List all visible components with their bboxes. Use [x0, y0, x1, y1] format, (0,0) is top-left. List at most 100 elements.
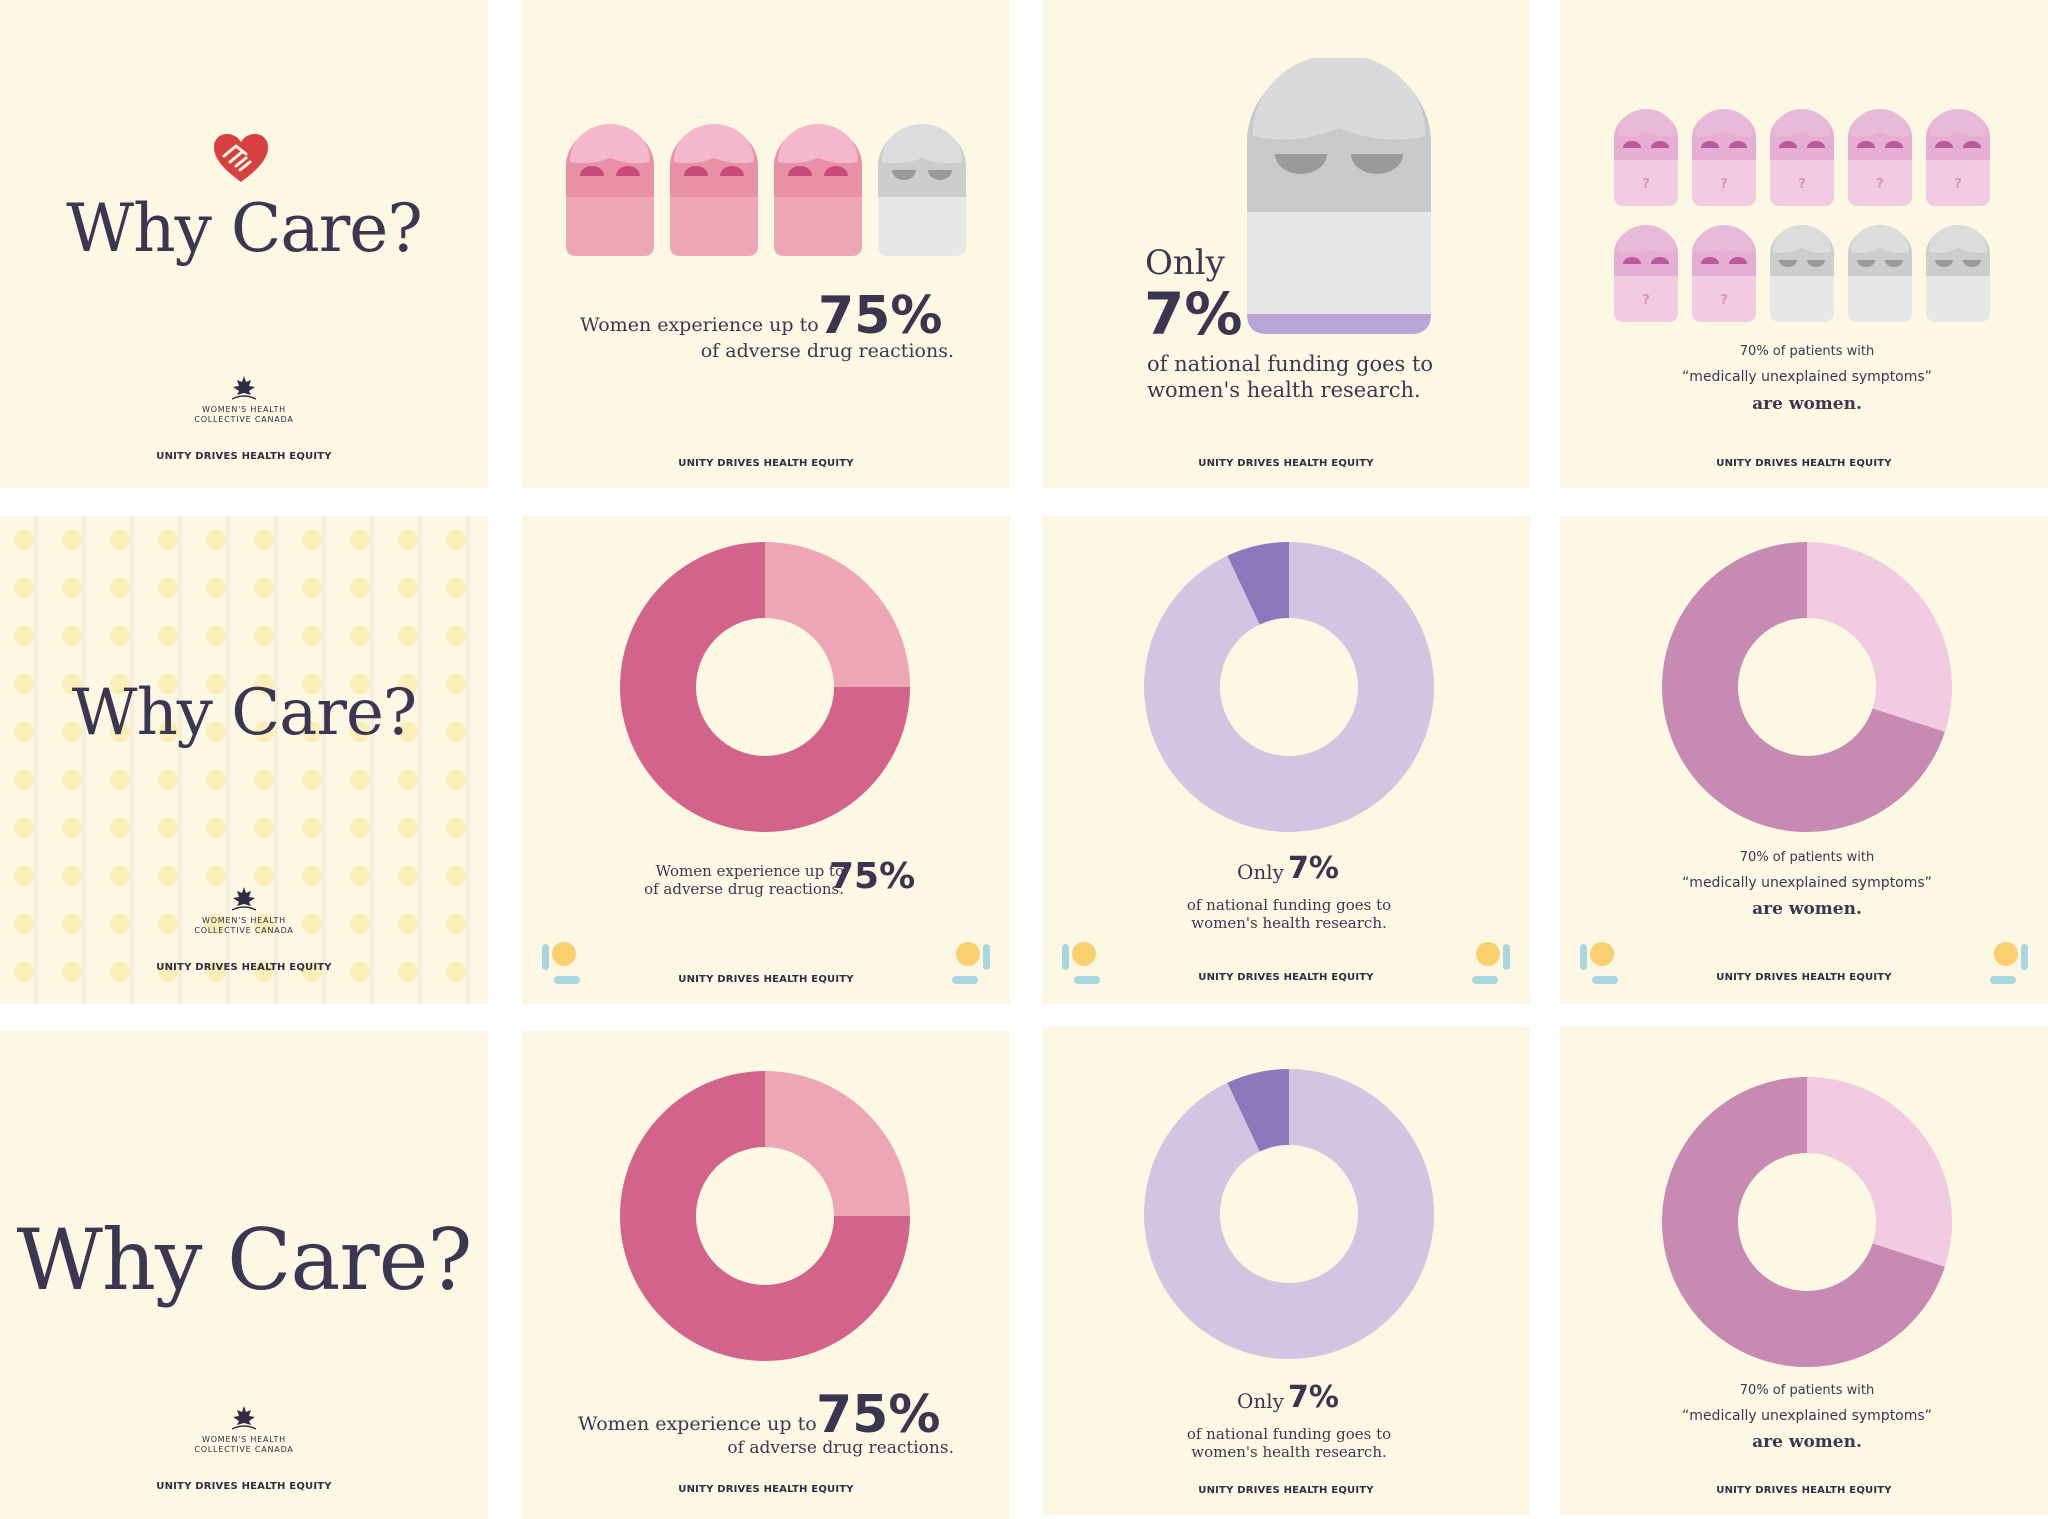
tagline: UNITY DRIVES HEALTH EQUITY	[156, 451, 332, 462]
stat-unexplained-line3: are women.	[1752, 1432, 1862, 1452]
stat-unexplained-line3: are women.	[1752, 394, 1862, 414]
organization-logo: WOMEN'S HEALTH COLLECTIVE CANADA	[0, 375, 488, 425]
stat-adverse-value: 75%	[816, 1385, 941, 1445]
stat-funding-value: 7%	[1288, 1380, 1339, 1415]
stat-funding-only: Only	[1237, 860, 1284, 884]
stat-funding-line1: of national funding goes to	[1147, 352, 1434, 376]
tagline: UNITY DRIVES HEALTH EQUITY	[1198, 1485, 1374, 1496]
stat-adverse-value: 75%	[829, 856, 916, 897]
logo-text-line2: COLLECTIVE CANADA	[194, 1445, 294, 1454]
tagline: UNITY DRIVES HEALTH EQUITY	[1716, 1485, 1892, 1496]
stat-adverse-line1: Women experience up to	[655, 862, 844, 880]
stat-unexplained-line1: 70% of patients with	[1739, 344, 1875, 359]
card-funding-donut: Only 7% of national funding goes to wome…	[1042, 516, 1530, 1004]
unexplained-donut-chart	[1662, 542, 1952, 832]
tagline: UNITY DRIVES HEALTH EQUITY	[1198, 972, 1374, 983]
logo-text-line1: WOMEN'S HEALTH	[202, 405, 286, 414]
stat-unexplained-line1: 70% of patients with	[1739, 850, 1875, 865]
woman-figure-illustration	[1247, 58, 1431, 334]
card-funding-donut-2: Only 7% of national funding goes to wome…	[1042, 1027, 1530, 1515]
decor-pill-left	[1580, 940, 1624, 990]
card-why-care-2: Why Care? WOMEN'S HEALTH COLLECTIVE CANA…	[0, 516, 488, 1004]
donut-slice-women	[620, 542, 910, 832]
stat-adverse-value: 75%	[818, 286, 943, 346]
stat-unexplained-line2: “medically unexplained symptoms”	[1682, 875, 1932, 891]
organization-logo: WOMEN'S HEALTH COLLECTIVE CANADA	[0, 1405, 488, 1455]
figure-pink-2	[670, 124, 758, 256]
stat-adverse-line1: Women experience up to	[580, 314, 819, 336]
funding-donut-chart	[1144, 1069, 1434, 1359]
pill-decoration-icon	[952, 942, 990, 984]
donut-slice-other	[1144, 1069, 1434, 1359]
donut-slice-other	[765, 542, 910, 687]
card-unexplained-donut-2: 70% of patients with “medically unexplai…	[1560, 1027, 2048, 1515]
pill-decoration-icon	[542, 942, 580, 984]
donut-slice-women-s-health-research	[1227, 542, 1289, 625]
stat-funding-line1: of national funding goes to	[1186, 896, 1392, 914]
maple-leaf-icon	[231, 376, 257, 400]
organization-logo: WOMEN'S HEALTH COLLECTIVE CANADA	[0, 886, 488, 936]
decor-pill-left	[542, 940, 586, 990]
stat-funding-only: Only	[1145, 243, 1225, 283]
maple-leaf-icon	[231, 1406, 257, 1430]
tagline: UNITY DRIVES HEALTH EQUITY	[1716, 972, 1892, 983]
stat-funding-line2: women's health research.	[1191, 914, 1387, 932]
pill-decoration-icon	[1062, 942, 1100, 984]
decor-pill-right	[1466, 940, 1510, 990]
donut-slice-other	[1807, 1077, 1952, 1267]
stat-unexplained-line3: are women.	[1752, 899, 1862, 919]
card-adverse-donut-2: Women experience up to 75% of adverse dr…	[522, 1031, 1010, 1519]
stat-funding-line2: women's health research.	[1147, 378, 1421, 402]
card-why-care-1: Why Care? WOMEN'S HEALTH COLLECTIVE CANA…	[0, 0, 488, 488]
donut-slice-women-s-health-research	[1227, 1069, 1289, 1152]
donut-slice-women	[620, 1071, 910, 1361]
donut-slice-other	[765, 1071, 910, 1216]
page-title: Why Care?	[71, 676, 417, 750]
logo-text-line2: COLLECTIVE CANADA	[194, 926, 294, 935]
adverse-donut-chart	[620, 1071, 910, 1361]
decor-pill-right	[1984, 940, 2028, 990]
logo-text-line1: WOMEN'S HEALTH	[202, 1435, 286, 1444]
figure-pink-1	[566, 124, 654, 256]
pill-decoration-icon	[1472, 942, 1510, 984]
stat-funding-line2: women's health research.	[1191, 1443, 1387, 1461]
funding-donut-chart	[1144, 542, 1434, 832]
logo-text-line2: COLLECTIVE CANADA	[194, 415, 294, 424]
figure-gray	[878, 124, 966, 256]
stat-unexplained-line1: 70% of patients with	[1739, 1383, 1875, 1398]
stat-funding-value: 7%	[1288, 851, 1339, 886]
tagline: UNITY DRIVES HEALTH EQUITY	[1198, 458, 1374, 469]
heart-handshake-icon	[214, 134, 268, 182]
stat-unexplained-line2: “medically unexplained symptoms”	[1682, 1408, 1932, 1424]
tagline: UNITY DRIVES HEALTH EQUITY	[1716, 458, 1892, 469]
tagline: UNITY DRIVES HEALTH EQUITY	[156, 962, 332, 973]
stat-adverse-line1: Women experience up to	[578, 1413, 817, 1435]
patients-grid-illustration: ?	[1614, 109, 1990, 322]
decor-pill-right	[946, 940, 990, 990]
card-adverse-figures: Women experience up to 75% of adverse dr…	[522, 0, 1010, 488]
donut-slice-women	[1662, 542, 1945, 832]
figure-pink-3	[774, 124, 862, 256]
page-title: Why Care?	[66, 190, 422, 267]
card-why-care-3: Why Care? WOMEN'S HEALTH COLLECTIVE CANA…	[0, 1031, 488, 1519]
pill-decoration-icon	[1580, 942, 1618, 984]
unexplained-donut-chart	[1662, 1077, 1952, 1367]
tagline: UNITY DRIVES HEALTH EQUITY	[156, 1481, 332, 1492]
adverse-donut-chart	[620, 542, 910, 832]
donut-slice-other	[1144, 542, 1434, 832]
stat-adverse-line2: of adverse drug reactions.	[644, 880, 844, 898]
decor-pill-left	[1062, 940, 1106, 990]
stat-adverse-line2: of adverse drug reactions.	[700, 340, 954, 362]
women-figures-illustration	[566, 124, 966, 256]
donut-slice-other	[1807, 542, 1952, 732]
card-unexplained-donut: 70% of patients with “medically unexplai…	[1560, 516, 2048, 1004]
maple-leaf-icon	[231, 887, 257, 911]
tagline: UNITY DRIVES HEALTH EQUITY	[678, 1484, 854, 1495]
card-funding-figure: Only 7% of national funding goes to wome…	[1042, 0, 1530, 488]
stat-funding-value: 7%	[1144, 280, 1243, 348]
card-unexplained-figures: ? 70% of patients with “medically unexpl…	[1560, 0, 2048, 488]
donut-slice-women	[1662, 1077, 1945, 1367]
page-title: Why Care?	[16, 1211, 473, 1309]
card-adverse-donut: Women experience up to 75% of adverse dr…	[522, 516, 1010, 1004]
stat-funding-only: Only	[1237, 1389, 1284, 1413]
